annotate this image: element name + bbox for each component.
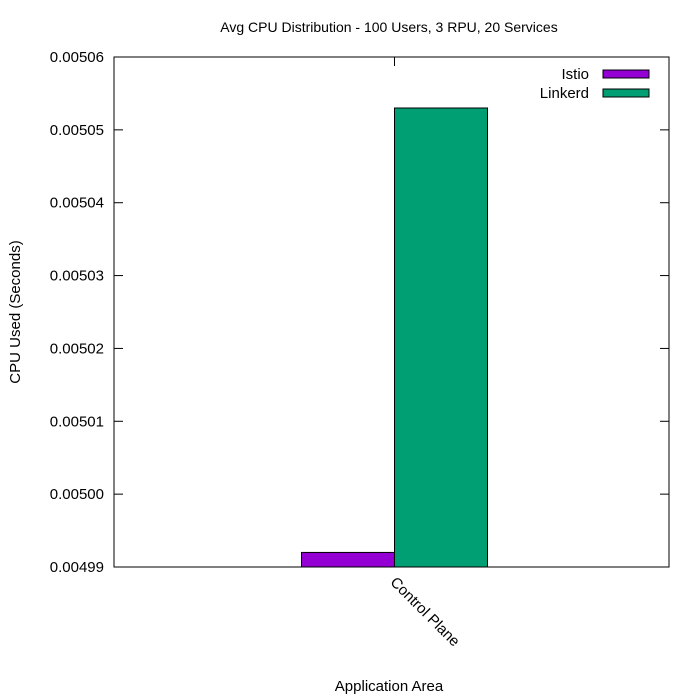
y-tick-label: 0.00499 bbox=[50, 559, 104, 576]
y-tick-label: 0.00503 bbox=[50, 268, 104, 285]
chart-title: Avg CPU Distribution - 100 Users, 3 RPU,… bbox=[220, 19, 557, 35]
y-tick-label: 0.00506 bbox=[50, 49, 104, 66]
y-tick-label: 0.00505 bbox=[50, 122, 104, 139]
bar-istio-control-plane bbox=[301, 551, 395, 568]
bar-linkerd-control-plane bbox=[394, 107, 488, 568]
y-tick-label: 0.00501 bbox=[50, 413, 104, 430]
legend-swatch-istio bbox=[602, 69, 650, 79]
y-tick-label: 0.00500 bbox=[50, 486, 104, 503]
legend-label: Linkerd bbox=[540, 85, 589, 102]
legend-label: Istio bbox=[561, 66, 589, 83]
y-tick-label: 0.00502 bbox=[50, 340, 104, 357]
y-axis-label: CPU Used (Seconds) bbox=[7, 240, 24, 383]
y-tick-label: 0.00504 bbox=[50, 195, 104, 212]
x-axis-label: Application Area bbox=[335, 678, 444, 695]
legend-swatch-linkerd bbox=[602, 88, 650, 98]
